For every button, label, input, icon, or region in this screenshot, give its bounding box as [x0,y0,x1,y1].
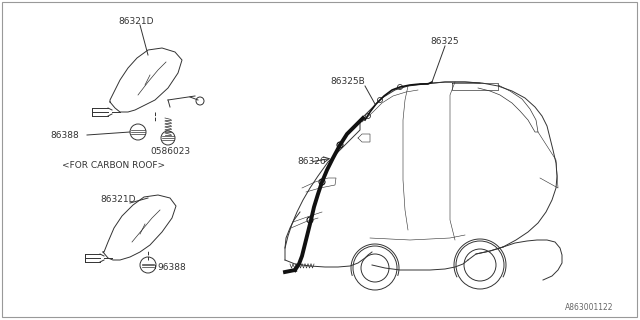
Text: 96388: 96388 [157,263,186,273]
Text: A863001122: A863001122 [565,303,614,312]
Text: 86321D: 86321D [118,18,154,27]
Text: 0586023: 0586023 [150,148,190,156]
Text: 86326: 86326 [297,157,326,166]
Text: <FOR CARBON ROOF>: <FOR CARBON ROOF> [62,161,165,170]
Text: 86325B: 86325B [330,77,365,86]
Text: 86388: 86388 [50,131,79,140]
Text: 86321D: 86321D [100,196,136,204]
Text: 86325: 86325 [430,37,459,46]
